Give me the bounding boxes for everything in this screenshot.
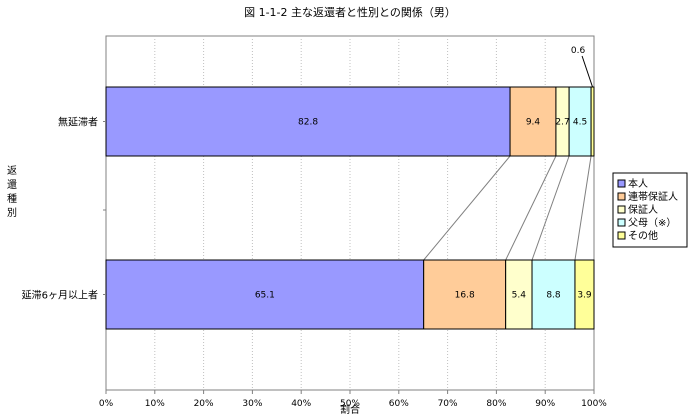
data-label-leader <box>581 55 594 88</box>
x-tick-label: 30% <box>242 399 262 409</box>
x-tick-label: 80% <box>486 399 506 409</box>
legend-swatch <box>617 205 626 214</box>
legend-item: 保証人 <box>628 203 658 216</box>
data-label: 2.7 <box>555 118 569 128</box>
data-label: 65.1 <box>255 291 275 301</box>
data-label: 4.5 <box>573 118 587 128</box>
series-connector <box>531 155 570 261</box>
legend-item: その他 <box>628 229 658 242</box>
connector-lines <box>423 155 592 261</box>
data-label: 82.8 <box>298 118 318 128</box>
bar-segment <box>590 86 595 157</box>
x-tick-label: 90% <box>535 399 555 409</box>
legend-item: 本人 <box>628 177 648 190</box>
bar-segment <box>574 259 595 330</box>
category-label: 延滞6ヶ月以上者 <box>22 290 98 302</box>
x-axis-title: 割合 <box>340 403 360 416</box>
bar-segment <box>509 86 557 157</box>
legend-item: 連帯保証人 <box>628 190 678 203</box>
chart-title: 図 1-1-2 主な返還者と性別との関係（男） <box>244 5 456 19</box>
x-tick-label: 100% <box>581 399 607 409</box>
x-tick-label: 60% <box>389 399 409 409</box>
data-label: 5.4 <box>512 291 527 301</box>
bars <box>105 86 595 330</box>
data-label: 3.9 <box>577 291 592 301</box>
gridlines <box>154 36 546 390</box>
legend-swatch <box>617 218 626 227</box>
legend-swatch <box>617 231 626 240</box>
x-tick-label: 50% <box>340 399 360 409</box>
bar-segment <box>531 259 576 330</box>
bar-labels: 82.8 9.4 2.7 4.5 0.6 65.1 16.8 5.4 8.8 3.9 <box>255 46 594 301</box>
x-tick-label: 70% <box>438 399 458 409</box>
bar-segment <box>105 259 425 330</box>
data-label: 0.6 <box>571 46 586 56</box>
x-tick-label: 10% <box>145 399 165 409</box>
x-axis-ticks: 0% 10% 20% 30% 40% 50% 60% 70% 80% 90% 100% <box>99 390 607 409</box>
x-tick-label: 40% <box>291 399 311 409</box>
x-tick-label: 0% <box>99 399 114 409</box>
y-axis-title: 返還種別 <box>7 165 17 219</box>
legend-item: 父母（※） <box>628 217 676 229</box>
x-tick-label: 20% <box>194 399 214 409</box>
legend-swatch <box>617 192 626 201</box>
data-label: 8.8 <box>546 291 561 301</box>
series-connector <box>505 155 557 261</box>
data-label: 16.8 <box>455 291 475 301</box>
series-connector <box>423 155 511 261</box>
data-label: 9.4 <box>526 118 541 128</box>
bar-segment <box>105 86 511 157</box>
legend-swatch <box>617 179 626 188</box>
category-label: 無延滞者 <box>58 116 98 129</box>
series-connector <box>574 155 592 261</box>
bar-segment <box>423 259 507 330</box>
